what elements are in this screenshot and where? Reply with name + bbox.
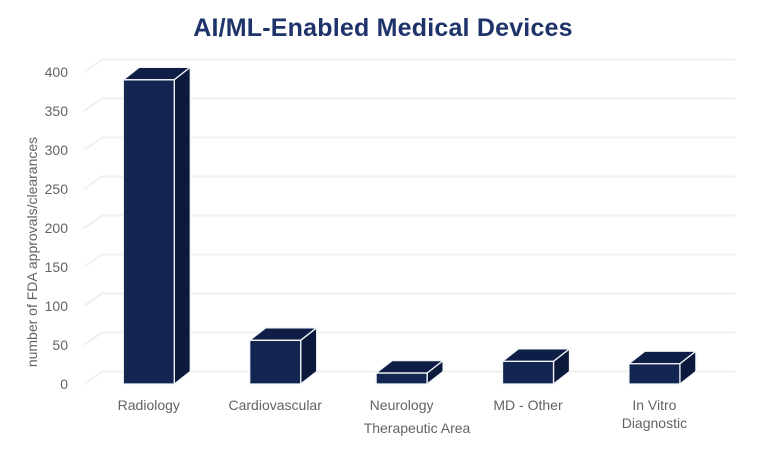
- bar-front-face: [249, 339, 302, 385]
- y-tick-label: 100: [45, 298, 69, 314]
- gridline: [83, 253, 735, 268]
- gridline: [83, 58, 735, 73]
- y-tick-label: 400: [45, 64, 69, 80]
- gridline: [83, 136, 735, 151]
- gridline: [83, 97, 735, 112]
- x-category-labels: Radiology Cardiovascular Neurology MD - Oth…: [118, 397, 687, 431]
- y-axis-title: number of FDA approvals/clearances: [24, 137, 40, 367]
- bar-front-face: [628, 363, 681, 385]
- bar-front-face: [501, 360, 555, 385]
- y-tick-labels: 0 50 100 150 200 250 300 350 400: [45, 64, 69, 392]
- bar-side-face: [173, 66, 191, 385]
- x-axis-title: Therapeutic Area: [364, 420, 471, 436]
- bar: [375, 359, 444, 385]
- y-tick-label: 200: [45, 220, 69, 236]
- gridlines: [83, 58, 735, 385]
- y-tick-label: 250: [45, 181, 69, 197]
- x-category-label: Neurology: [370, 397, 434, 413]
- bar-front-face: [122, 79, 175, 385]
- gridline: [83, 292, 735, 307]
- y-tick-label: 150: [45, 259, 69, 275]
- bar: [501, 348, 571, 385]
- y-tick-label: 300: [45, 142, 69, 158]
- y-tick-label: 350: [45, 103, 69, 119]
- y-tick-label: 50: [52, 337, 68, 353]
- y-tick-label: 0: [60, 376, 68, 392]
- x-category-label: Diagnostic: [622, 415, 687, 431]
- x-category-label: MD - Other: [493, 397, 563, 413]
- x-category-label: In Vitro: [632, 397, 676, 413]
- gridline: [83, 331, 735, 346]
- x-category-label: Cardiovascular: [229, 397, 323, 413]
- bar: [628, 350, 697, 385]
- gridline: [83, 214, 735, 229]
- x-category-label: Radiology: [118, 397, 180, 413]
- bar: [249, 327, 318, 385]
- bars: [122, 66, 697, 385]
- gridline: [83, 175, 735, 190]
- bar: [122, 66, 191, 385]
- chart-title: AI/ML-Enabled Medical Devices: [193, 14, 573, 42]
- bar-front-face: [375, 372, 428, 385]
